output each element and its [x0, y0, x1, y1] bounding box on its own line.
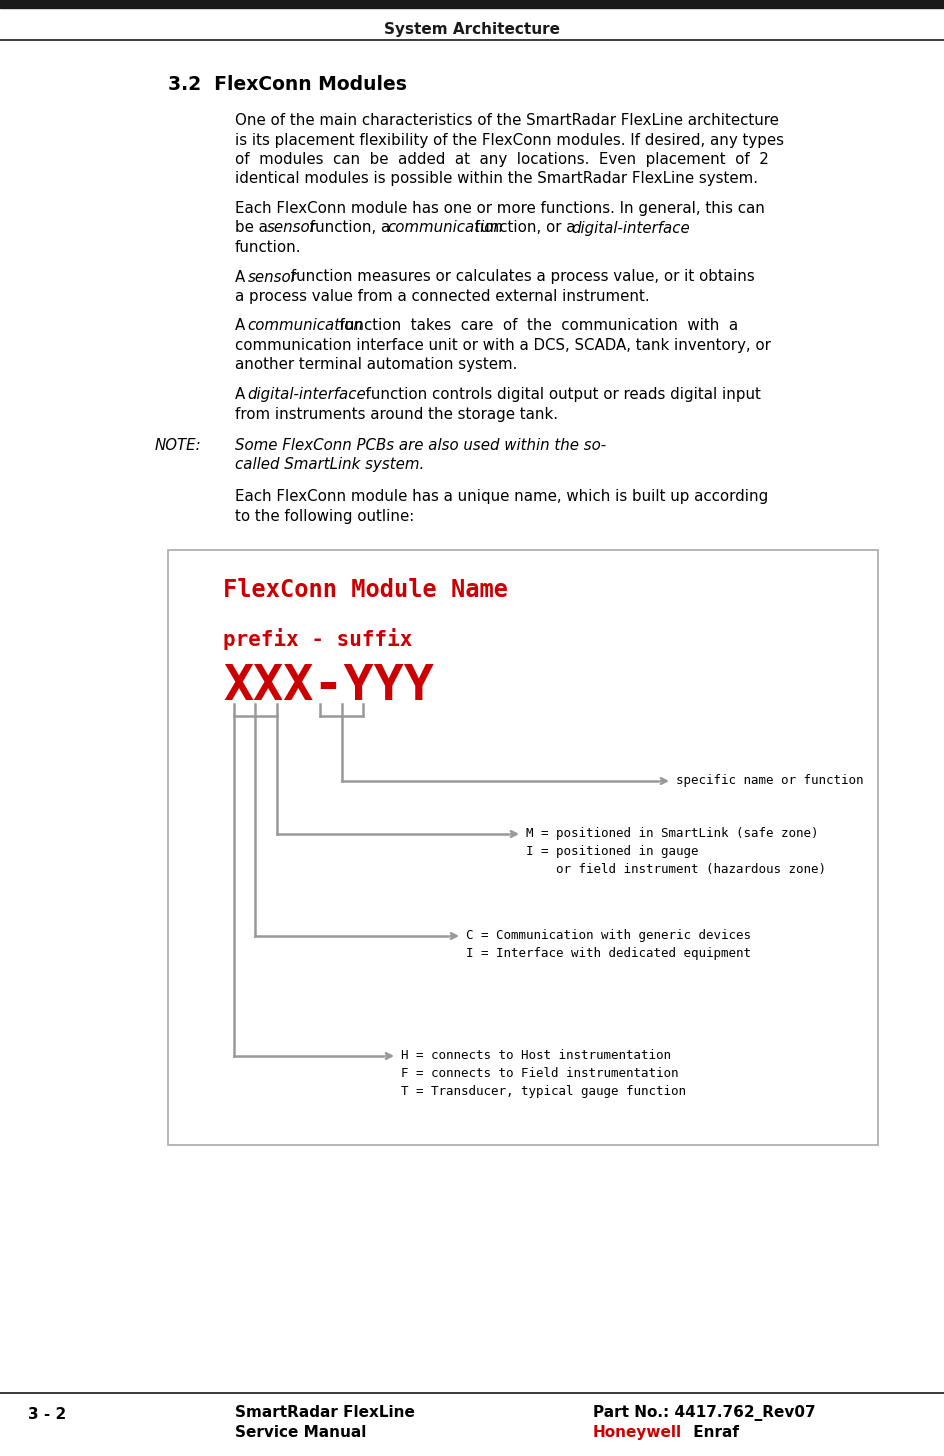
Text: communication: communication	[247, 319, 363, 333]
Text: be a: be a	[235, 220, 272, 236]
Text: function  takes  care  of  the  communication  with  a: function takes care of the communication…	[329, 319, 737, 333]
Text: called SmartLink system.: called SmartLink system.	[235, 457, 424, 473]
Text: is its placement flexibility of the FlexConn modules. If desired, any types: is its placement flexibility of the Flex…	[235, 132, 784, 147]
Text: Part No.: 4417.762_Rev07: Part No.: 4417.762_Rev07	[593, 1405, 815, 1421]
Text: NOTE:: NOTE:	[155, 438, 201, 453]
Text: digital-interface: digital-interface	[247, 387, 366, 402]
Text: T = Transducer, typical gauge function: T = Transducer, typical gauge function	[400, 1085, 685, 1098]
Text: prefix - suffix: prefix - suffix	[223, 628, 412, 649]
Text: function, a: function, a	[305, 220, 395, 236]
Text: M = positioned in SmartLink (safe zone): M = positioned in SmartLink (safe zone)	[526, 827, 818, 840]
Text: from instruments around the storage tank.: from instruments around the storage tank…	[235, 406, 557, 421]
Text: communication: communication	[387, 220, 503, 236]
Text: of  modules  can  be  added  at  any  locations.  Even  placement  of  2: of modules can be added at any locations…	[235, 151, 768, 167]
Text: A: A	[235, 387, 250, 402]
Text: H = connects to Host instrumentation: H = connects to Host instrumentation	[400, 1048, 670, 1061]
Text: or field instrument (hazardous zone): or field instrument (hazardous zone)	[526, 863, 825, 877]
Text: to the following outline:: to the following outline:	[235, 508, 413, 524]
Text: sensor: sensor	[266, 220, 316, 236]
Text: I = Interface with dedicated equipment: I = Interface with dedicated equipment	[465, 946, 750, 960]
Text: 3 - 2: 3 - 2	[28, 1406, 66, 1423]
Text: function, or a: function, or a	[469, 220, 580, 236]
Text: 3.2  FlexConn Modules: 3.2 FlexConn Modules	[168, 76, 407, 95]
Text: Service Manual: Service Manual	[235, 1425, 366, 1440]
Text: specific name or function: specific name or function	[675, 775, 863, 788]
Text: I = positioned in gauge: I = positioned in gauge	[526, 844, 698, 858]
Text: identical modules is possible within the SmartRadar FlexLine system.: identical modules is possible within the…	[235, 172, 757, 186]
Text: sensor: sensor	[247, 269, 297, 284]
Text: function controls digital output or reads digital input: function controls digital output or read…	[355, 387, 760, 402]
Text: System Architecture: System Architecture	[383, 22, 560, 36]
Text: F = connects to Field instrumentation: F = connects to Field instrumentation	[400, 1067, 678, 1080]
Text: Honeywell: Honeywell	[593, 1425, 682, 1440]
Text: Each FlexConn module has a unique name, which is built up according: Each FlexConn module has a unique name, …	[235, 489, 767, 504]
Text: Enraf: Enraf	[687, 1425, 738, 1440]
Text: another terminal automation system.: another terminal automation system.	[235, 358, 516, 373]
Text: SmartRadar FlexLine: SmartRadar FlexLine	[235, 1405, 414, 1420]
Text: function.: function.	[235, 240, 301, 255]
Text: function measures or calculates a process value, or it obtains: function measures or calculates a proces…	[285, 269, 753, 284]
Text: digital-interface: digital-interface	[571, 220, 689, 236]
Text: Some FlexConn PCBs are also used within the so-: Some FlexConn PCBs are also used within …	[235, 438, 605, 453]
Text: A: A	[235, 269, 250, 284]
Text: One of the main characteristics of the SmartRadar FlexLine architecture: One of the main characteristics of the S…	[235, 114, 778, 128]
Text: A: A	[235, 319, 250, 333]
Text: XXX-YYY: XXX-YYY	[223, 662, 433, 711]
Text: a process value from a connected external instrument.: a process value from a connected externa…	[235, 288, 649, 304]
Bar	[168, 550, 877, 1144]
Text: FlexConn Module Name: FlexConn Module Name	[223, 578, 508, 601]
Text: Each FlexConn module has one or more functions. In general, this can: Each FlexConn module has one or more fun…	[235, 201, 764, 215]
Text: communication interface unit or with a DCS, SCADA, tank inventory, or: communication interface unit or with a D…	[235, 338, 770, 352]
Bar	[0, 0, 944, 7]
Text: C = Communication with generic devices: C = Communication with generic devices	[465, 929, 750, 942]
